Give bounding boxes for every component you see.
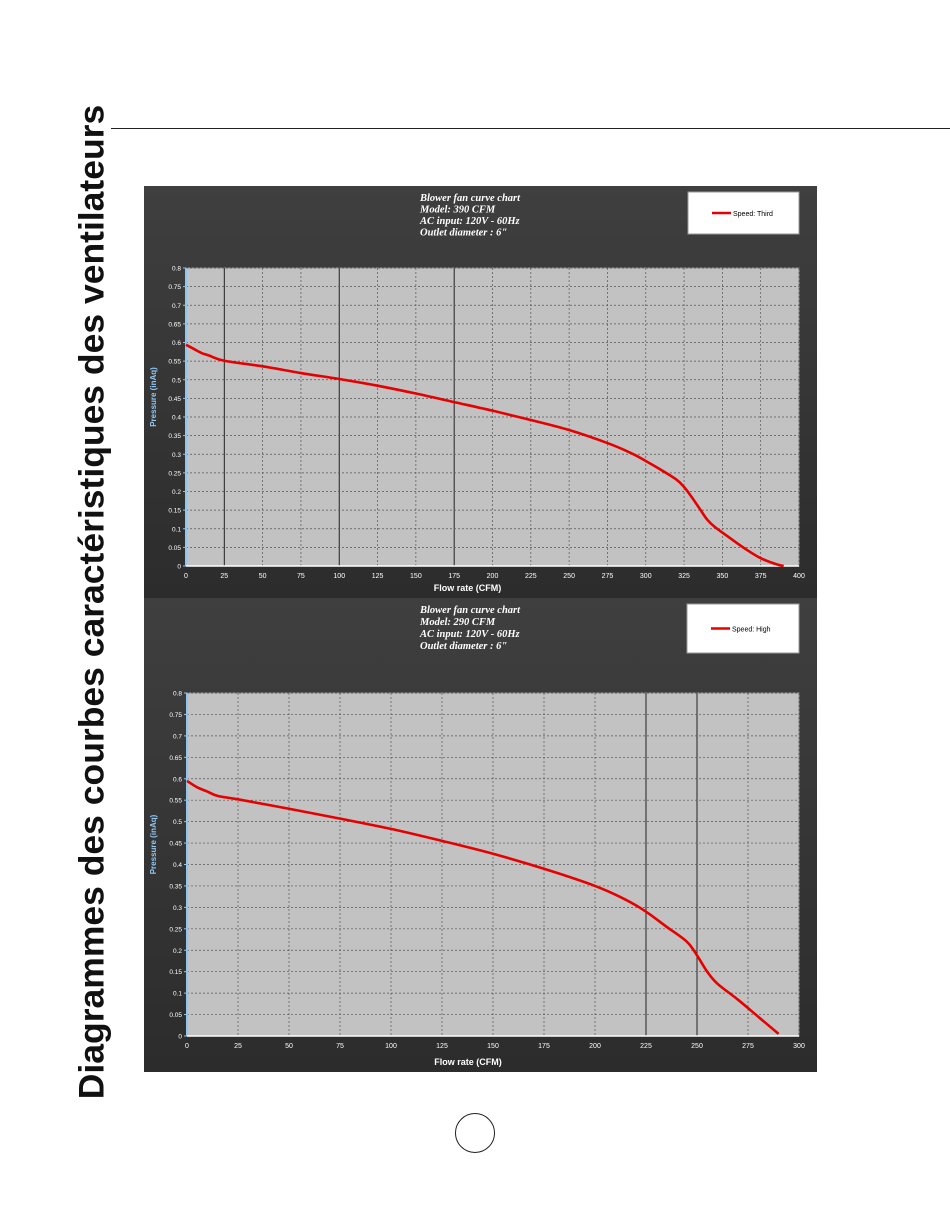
x-tick-label: 250 bbox=[563, 573, 575, 580]
chart-svg-390: Blower fan curve chart Model: 390 CFMAC … bbox=[149, 191, 805, 593]
y-tick-label: 0.05 bbox=[169, 1012, 182, 1019]
y-tick-label: 0.1 bbox=[173, 991, 182, 998]
y-tick-label: 0 bbox=[178, 1034, 182, 1041]
x-tick-label: 0 bbox=[184, 573, 188, 580]
legend-entry: Speed: Third bbox=[733, 211, 773, 218]
chart-title-line: AC input: 120V - 60Hz bbox=[419, 216, 520, 227]
x-tick-label: 0 bbox=[185, 1043, 189, 1050]
y-tick-label: 0.5 bbox=[172, 377, 181, 384]
x-tick-label: 100 bbox=[333, 573, 345, 580]
x-tick-label: 375 bbox=[755, 573, 767, 580]
page-number-circle bbox=[455, 1113, 495, 1153]
y-tick-label: 0.35 bbox=[168, 433, 181, 440]
x-tick-label: 25 bbox=[234, 1043, 242, 1050]
x-tick-label: 75 bbox=[297, 573, 305, 580]
x-tick-label: 275 bbox=[742, 1043, 754, 1050]
x-tick-label: 125 bbox=[372, 573, 384, 580]
chart-title-line: Outlet diameter : 6" bbox=[420, 641, 507, 652]
x-tick-label: 250 bbox=[691, 1043, 703, 1050]
x-tick-label: 150 bbox=[487, 1043, 499, 1050]
y-tick-label: 0.45 bbox=[169, 841, 182, 848]
legend-box bbox=[686, 603, 800, 654]
x-tick-label: 400 bbox=[793, 573, 805, 580]
y-tick-label: 0.2 bbox=[173, 948, 182, 955]
x-axis-label: Flow rate (CFM) bbox=[434, 1057, 502, 1067]
chart-title-line: Outlet diameter : 6" bbox=[420, 228, 507, 239]
series-line bbox=[186, 779, 780, 1035]
y-tick-label: 0.2 bbox=[172, 489, 181, 496]
x-tick-label: 300 bbox=[793, 1043, 805, 1050]
x-tick-label: 50 bbox=[259, 573, 267, 580]
x-tick-label: 275 bbox=[602, 573, 614, 580]
y-tick-label: 0.3 bbox=[172, 452, 181, 459]
y-tick-label: 0.75 bbox=[168, 284, 181, 291]
y-tick-label: 0.45 bbox=[168, 396, 181, 403]
x-tick-label: 100 bbox=[385, 1043, 397, 1050]
y-tick-label: 0.75 bbox=[169, 712, 182, 719]
y-tick-label: 0.15 bbox=[169, 969, 182, 976]
y-tick-label: 0.4 bbox=[173, 862, 182, 869]
x-tick-label: 75 bbox=[336, 1043, 344, 1050]
x-tick-label: 350 bbox=[717, 573, 729, 580]
y-tick-label: 0.55 bbox=[169, 798, 182, 805]
x-tick-label: 200 bbox=[487, 573, 499, 580]
chart-title-line: Model: 390 CFM bbox=[419, 205, 496, 216]
chart-title-line: Model: 290 CFM bbox=[419, 617, 496, 628]
header-rule bbox=[111, 128, 950, 129]
y-tick-label: 0.7 bbox=[172, 303, 181, 310]
legend-box bbox=[687, 191, 800, 235]
y-tick-label: 0.25 bbox=[169, 926, 182, 933]
y-tick-label: 0.3 bbox=[173, 905, 182, 912]
x-tick-label: 225 bbox=[640, 1043, 652, 1050]
x-tick-label: 175 bbox=[448, 573, 460, 580]
x-axis-label: Flow rate (CFM) bbox=[434, 583, 502, 593]
series-line bbox=[185, 343, 784, 568]
y-tick-label: 0.65 bbox=[169, 755, 182, 762]
x-tick-label: 225 bbox=[525, 573, 537, 580]
x-tick-label: 50 bbox=[285, 1043, 293, 1050]
x-tick-label: 25 bbox=[220, 573, 228, 580]
y-tick-label: 0.4 bbox=[172, 415, 181, 422]
y-tick-label: 0.15 bbox=[168, 508, 181, 515]
chart-title-line: Blower fan curve chart bbox=[419, 193, 521, 204]
x-tick-label: 125 bbox=[436, 1043, 448, 1050]
fan-curve-chart-290: Blower fan curve chart Model: 290 CFM AC … bbox=[144, 598, 817, 1072]
y-tick-label: 0.8 bbox=[172, 266, 181, 273]
x-tick-label: 300 bbox=[640, 573, 652, 580]
fan-curve-chart-390: Blower fan curve chart Model: 390 CFM AC … bbox=[144, 186, 817, 598]
y-tick-label: 0.25 bbox=[168, 470, 181, 477]
x-tick-label: 175 bbox=[538, 1043, 550, 1050]
chart-title-line: Blower fan curve chart bbox=[419, 605, 521, 616]
y-tick-label: 0.55 bbox=[168, 359, 181, 366]
y-tick-label: 0.05 bbox=[168, 545, 181, 552]
page-side-title: Diagrammes des courbes caractéristiques … bbox=[71, 104, 112, 1100]
chart-svg-290: Blower fan curve chart Model: 290 CFMAC … bbox=[149, 603, 805, 1067]
y-tick-label: 0.6 bbox=[172, 340, 181, 347]
y-axis-label: Pressure (inAq) bbox=[149, 367, 158, 427]
x-tick-label: 150 bbox=[410, 573, 422, 580]
y-tick-label: 0.6 bbox=[173, 776, 182, 783]
y-axis-label: Pressure (inAq) bbox=[149, 814, 158, 874]
y-tick-label: 0.65 bbox=[168, 321, 181, 328]
legend-entry: Speed: High bbox=[732, 627, 771, 634]
y-tick-label: 0.1 bbox=[172, 526, 181, 533]
y-tick-label: 0 bbox=[177, 564, 181, 571]
chart-title-line: AC input: 120V - 60Hz bbox=[419, 629, 520, 640]
x-tick-label: 200 bbox=[589, 1043, 601, 1050]
x-tick-label: 325 bbox=[678, 573, 690, 580]
y-tick-label: 0.8 bbox=[173, 691, 182, 698]
y-tick-label: 0.5 bbox=[173, 819, 182, 826]
y-tick-label: 0.7 bbox=[173, 733, 182, 740]
y-tick-label: 0.35 bbox=[169, 883, 182, 890]
